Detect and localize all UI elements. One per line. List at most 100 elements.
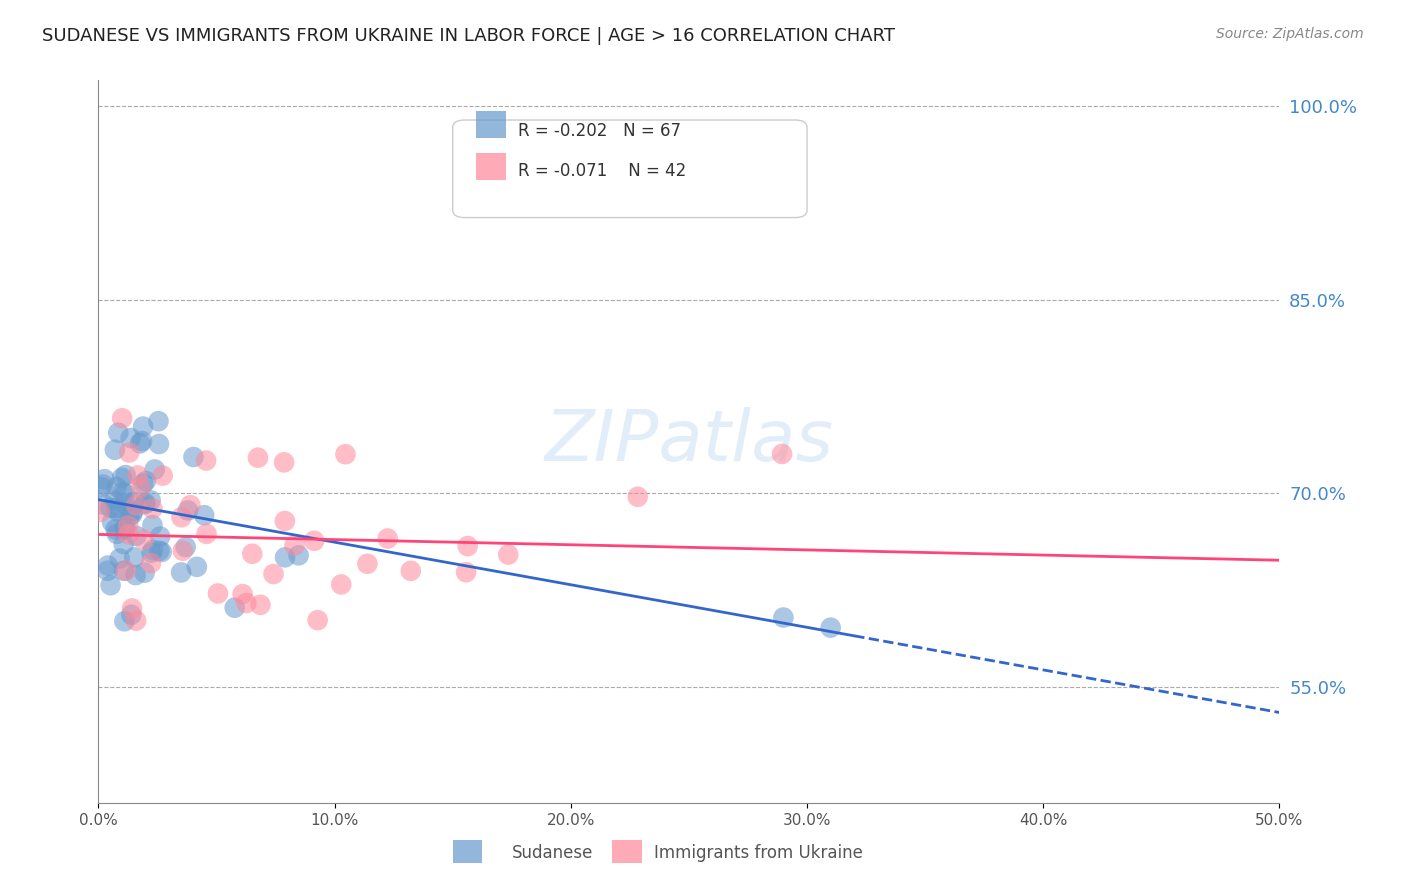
Bar [453,839,482,863]
Point [150,545,173,559]
Point [142,543,165,558]
Point [120,607,142,622]
Point [457,539,479,553]
Point [399,564,422,578]
Text: Sudanese: Sudanese [512,845,593,863]
Point [307,613,329,627]
Point [170,566,193,580]
Point [114,486,136,500]
Text: SUDANESE VS IMMIGRANTS FROM UKRAINE IN LABOR FORCE | AGE > 16 CORRELATION CHART: SUDANESE VS IMMIGRANTS FROM UKRAINE IN L… [42,27,896,45]
Point [127,468,149,483]
Point [114,497,136,511]
Point [122,495,145,509]
Point [139,493,162,508]
Point [627,490,650,504]
Point [263,567,285,582]
Point [302,533,325,548]
Point [179,498,201,512]
Point [287,549,309,563]
Point [134,496,156,510]
Point [114,468,136,483]
Point [125,614,148,628]
Point [148,414,170,428]
Point [111,471,134,485]
Point [114,522,136,536]
Point [112,564,135,578]
Point [91,477,114,491]
Point [121,601,143,615]
Point [105,526,128,541]
Point [148,544,170,558]
Point [132,419,155,434]
Point [283,539,305,553]
Point [124,568,146,582]
Point [274,550,297,565]
Point [111,485,134,500]
Point [121,508,143,522]
Point [772,610,794,624]
Point [100,500,122,515]
Text: Source: ZipAtlas.com: Source: ZipAtlas.com [1216,27,1364,41]
Point [186,559,208,574]
Point [148,437,170,451]
Point [235,596,257,610]
Point [97,558,120,573]
Point [141,518,163,533]
Point [498,548,520,562]
Point [90,480,112,494]
Point [105,501,128,516]
Point [112,614,135,628]
Point [125,499,148,513]
Text: Immigrants from Ukraine: Immigrants from Ukraine [654,845,862,863]
Point [111,411,134,425]
Point [107,425,129,440]
Point [93,498,115,512]
Point [132,476,155,491]
Point [356,557,378,571]
Point [454,565,477,579]
Point [195,453,218,467]
Point [103,493,125,508]
Point [129,436,152,450]
Text: R = -0.071    N = 42: R = -0.071 N = 42 [517,161,686,179]
Point [193,508,215,523]
Point [170,510,193,524]
Point [177,503,200,517]
Point [770,447,793,461]
Point [131,434,153,448]
Point [104,523,127,537]
Point [107,505,129,519]
Point [101,515,124,529]
Point [125,529,148,543]
Point [122,504,145,518]
Point [195,526,218,541]
Point [172,543,194,558]
Point [141,546,163,560]
Point [135,474,157,488]
Point [89,505,111,519]
Point [118,504,141,518]
Point [335,447,357,461]
Point [207,586,229,600]
Point [232,587,254,601]
Point [93,472,115,486]
Point [249,598,271,612]
Point [132,533,155,547]
Point [246,450,269,465]
Point [118,509,141,524]
Text: R = -0.202   N = 67: R = -0.202 N = 67 [517,122,681,140]
Point [104,442,127,457]
FancyBboxPatch shape [453,120,807,218]
Point [118,445,141,459]
Point [820,621,842,635]
Point [224,600,246,615]
Point [143,462,166,476]
Text: ZIPatlas: ZIPatlas [544,407,834,476]
Point [117,527,139,541]
Point [139,556,162,570]
Point [183,450,205,464]
Point [174,540,197,554]
Point [240,547,263,561]
Point [134,566,156,580]
Point [120,431,142,445]
